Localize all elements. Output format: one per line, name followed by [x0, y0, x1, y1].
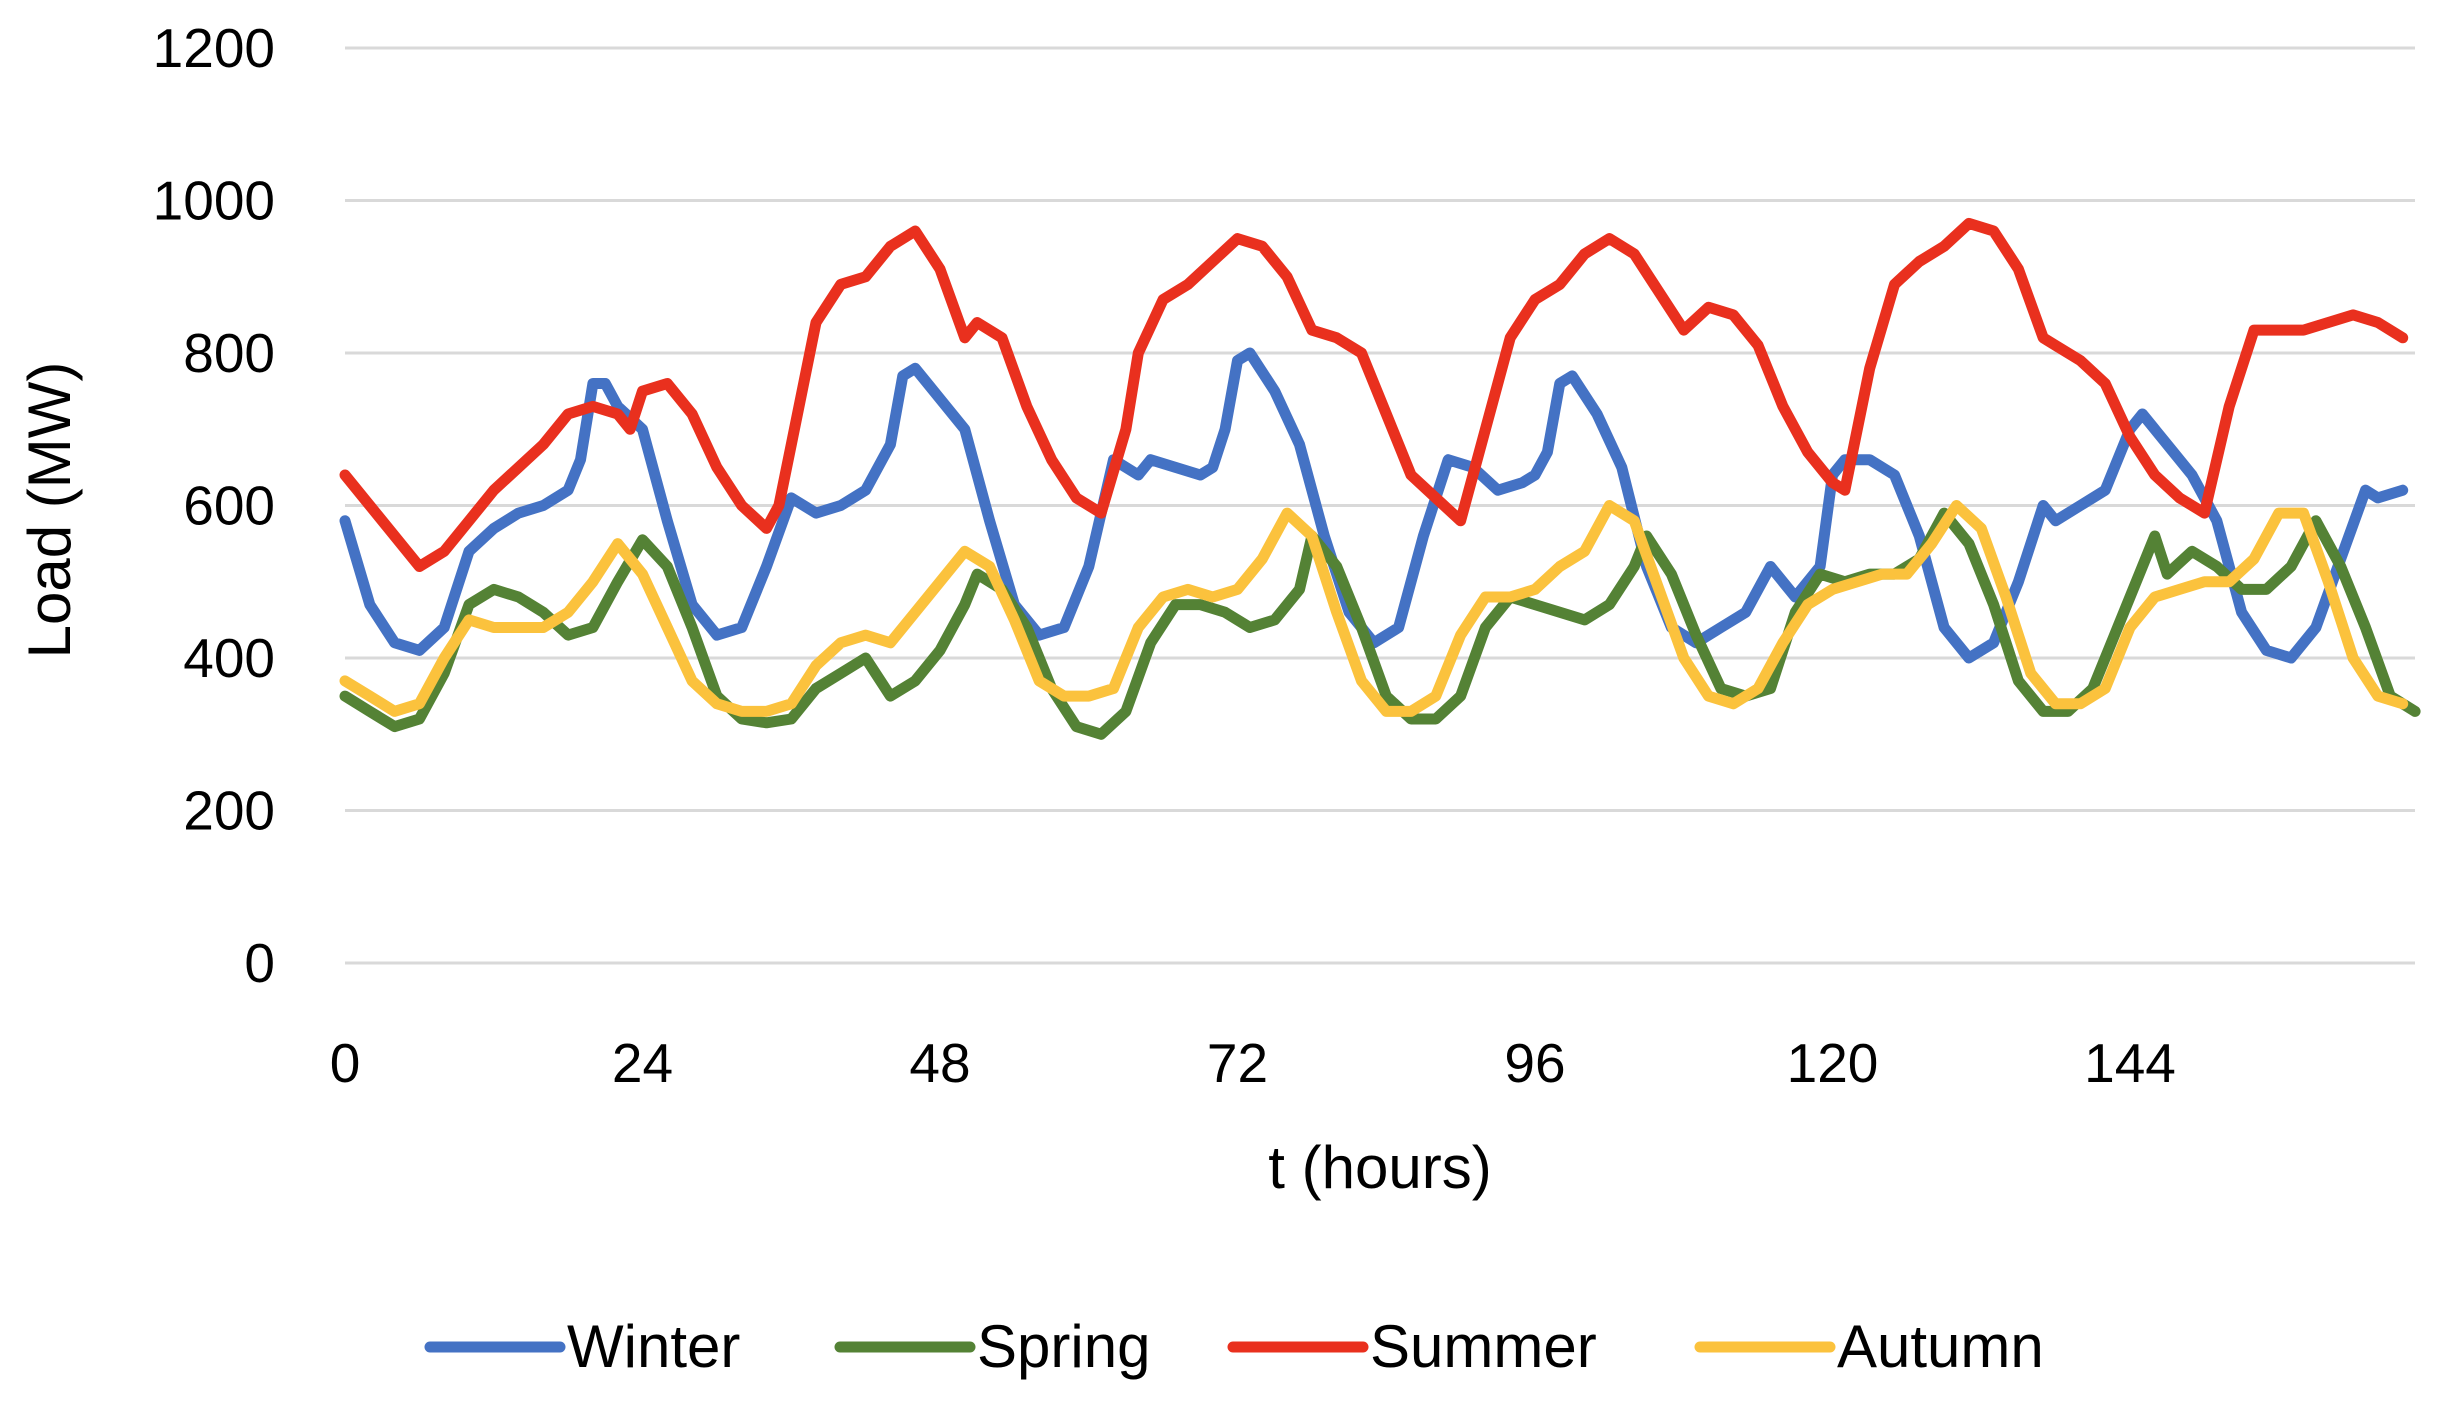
y-tick-label: 1200: [153, 17, 275, 79]
y-tick-label: 800: [183, 322, 275, 384]
y-tick-label: 200: [183, 780, 275, 842]
y-tick-labels: 0 200 400 600 800 1000 1200: [153, 17, 275, 994]
x-tick-labels: 0 24 48 72 96 120 144: [330, 1032, 2176, 1094]
legend-label-autumn: Autumn: [1837, 1313, 2044, 1380]
series-lines: [339, 217, 2421, 740]
gridlines: [345, 46, 2415, 965]
x-tick-label: 120: [1787, 1032, 1879, 1094]
y-tick-label: 400: [183, 627, 275, 689]
x-tick-label: 96: [1504, 1032, 1565, 1094]
y-tick-label: 0: [244, 932, 275, 994]
y-tick-label: 1000: [153, 170, 275, 232]
x-axis-title: t (hours): [1268, 1134, 1491, 1201]
x-tick-label: 48: [909, 1032, 970, 1094]
y-axis-title: Load (MW): [16, 362, 83, 659]
legend: Winter Spring Summer Autumn: [424, 1313, 2044, 1380]
legend-label-spring: Spring: [977, 1313, 1150, 1380]
x-tick-label: 0: [330, 1032, 361, 1094]
x-tick-label: 144: [2084, 1032, 2176, 1094]
x-tick-label: 72: [1207, 1032, 1268, 1094]
legend-label-summer: Summer: [1370, 1313, 1597, 1380]
series-line-summer: [339, 217, 2409, 572]
legend-label-winter: Winter: [567, 1313, 740, 1380]
series-line-autumn: [339, 500, 2409, 717]
y-tick-label: 600: [183, 475, 275, 537]
x-tick-label: 24: [612, 1032, 673, 1094]
